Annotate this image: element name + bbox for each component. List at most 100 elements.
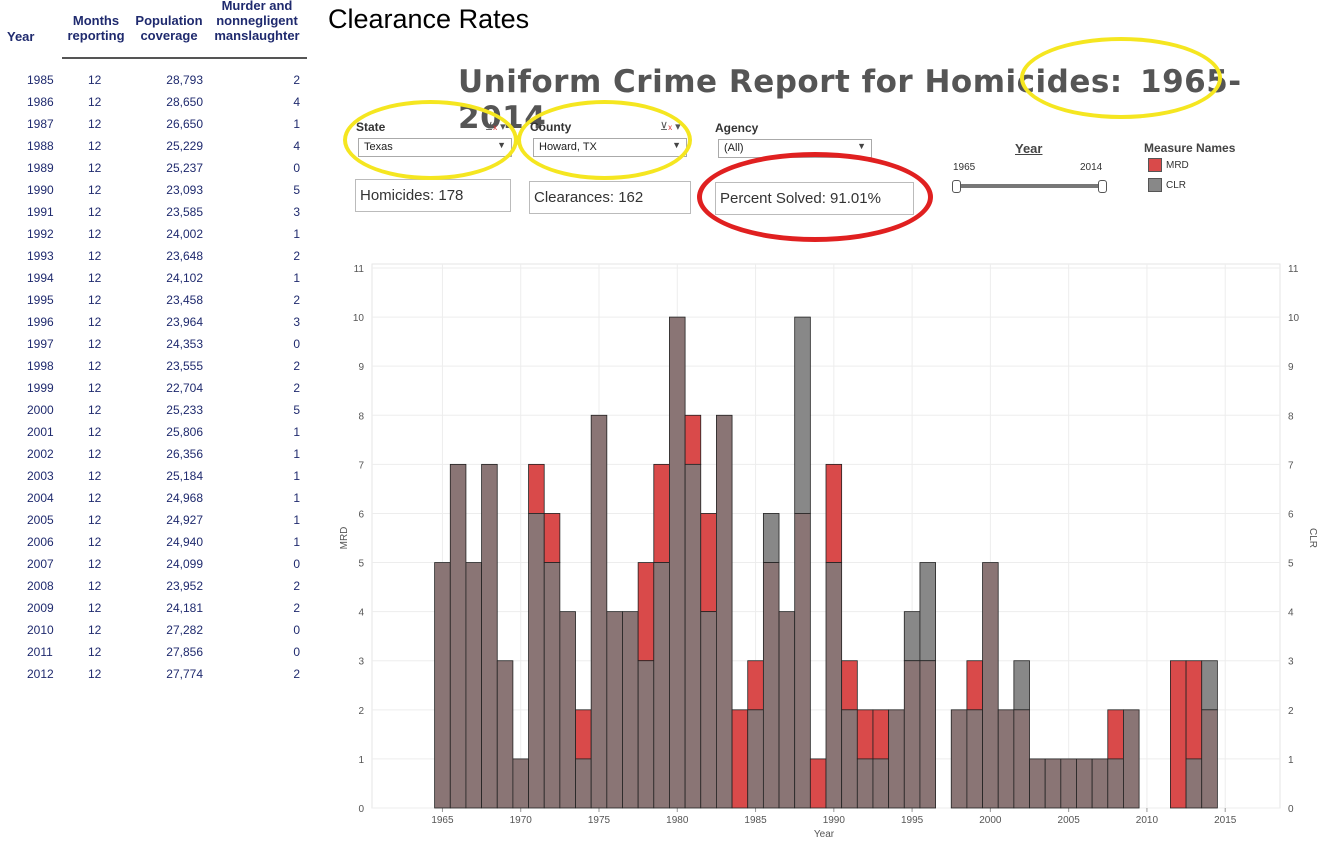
table-row: 2000 12 25,233 5 [0,399,310,421]
cell-murder: 1 [293,469,300,483]
cell-population: 26,356 [166,447,203,461]
cell-murder: 2 [293,579,300,593]
cell-murder: 2 [293,73,300,87]
header-murder-line3: manslaughter [214,28,300,43]
y-tick-label-right: 7 [1288,460,1294,471]
header-murder-line2: nonnegligent [216,13,298,28]
y-tick-label-left: 8 [358,411,364,422]
cell-months: 12 [88,667,102,681]
table-row: 2006 12 24,940 1 [0,531,310,553]
cell-months: 12 [88,249,102,263]
cell-year: 1999 [27,381,54,395]
y-tick-label-right: 5 [1288,559,1294,570]
cell-population: 28,793 [166,73,203,87]
cell-year: 2011 [27,645,53,659]
x-tick-label: 2000 [979,815,1002,826]
cell-murder: 5 [293,183,300,197]
year-slider-track[interactable] [956,184,1104,188]
y-tick-label-left: 2 [358,706,364,717]
cell-months: 12 [88,117,102,131]
cell-year: 1990 [27,183,54,197]
bar-overlap [1076,758,1093,809]
cell-population: 27,282 [166,623,203,637]
bar-overlap [449,463,467,809]
y-tick-label-right: 1 [1288,755,1294,766]
table-row: 2010 12 27,282 0 [0,619,310,641]
year-slider-handle-max[interactable] [1098,180,1107,193]
cell-population: 25,229 [166,139,203,153]
y-tick-label-right: 0 [1288,804,1294,815]
bar-overlap [559,611,576,809]
bar-mrd-excess [856,709,874,760]
bar-overlap [1060,758,1077,809]
header-population: Population coverage [132,13,206,43]
bar-clr-excess [762,513,780,563]
bar-mrd-excess [966,660,983,711]
cell-months: 12 [88,315,102,329]
table-row: 1985 12 28,793 2 [0,69,310,91]
bar-overlap [997,709,1015,809]
table-row: 1993 12 23,648 2 [0,245,310,267]
bar-overlap [575,758,592,809]
cell-population: 25,233 [166,403,203,417]
table-row: 2005 12 24,927 1 [0,509,310,531]
table-row: 1996 12 23,964 3 [0,311,310,333]
cell-murder: 2 [293,667,300,681]
cell-months: 12 [88,205,102,219]
county-highlight-ellipse [517,100,692,180]
cell-year: 2004 [27,491,54,505]
bar-overlap [1013,709,1030,809]
table-row: 2001 12 25,806 1 [0,421,310,443]
bar-overlap [512,758,529,809]
table-row: 2009 12 24,181 2 [0,597,310,619]
cell-murder: 3 [293,205,300,219]
y-tick-label-right: 10 [1288,313,1300,324]
cell-year: 1988 [27,139,54,153]
header-population-line2: coverage [140,28,198,43]
legend-swatch-mrd[interactable] [1148,158,1162,172]
y-tick-label-left: 10 [353,313,365,324]
y-tick-label-right: 2 [1288,706,1294,717]
y-tick-label-left: 7 [358,460,364,471]
bar-overlap [903,660,921,809]
cell-year: 2000 [27,403,54,417]
cell-population: 26,650 [166,117,203,131]
table-row: 2007 12 24,099 0 [0,553,310,575]
cell-months: 12 [88,95,102,109]
cell-population: 23,964 [166,315,203,329]
cell-population: 24,099 [166,557,203,571]
cell-murder: 5 [293,403,300,417]
cell-murder: 4 [293,95,300,109]
bar-overlap [950,709,968,809]
y-tick-label-left: 4 [358,608,364,619]
year-slider-max: 2014 [1080,162,1103,173]
cell-year: 1991 [27,205,54,219]
cell-months: 12 [88,337,102,351]
x-tick-label: 2005 [1058,815,1081,826]
bar-overlap [747,709,764,809]
cell-year: 1994 [27,271,54,285]
legend-label-clr: CLR [1166,180,1187,191]
cell-murder: 1 [293,271,300,285]
table-row: 1987 12 26,650 1 [0,113,310,135]
cell-year: 2003 [27,469,54,483]
y-tick-label-right: 6 [1288,509,1294,520]
subtitle-main: Uniform Crime Report for Homicides: [458,64,1123,100]
cell-months: 12 [88,491,102,505]
cell-population: 24,353 [166,337,203,351]
cell-year: 1997 [27,337,54,351]
cell-months: 12 [88,381,102,395]
y-axis-title-right: CLR [1307,528,1318,548]
bar-mrd-excess [872,709,890,760]
cell-murder: 0 [293,623,300,637]
table-row: 2008 12 23,952 2 [0,575,310,597]
x-tick-label: 1970 [510,815,533,826]
y-axis-title-left: MRD [339,527,350,550]
bar-mrd-excess [543,513,561,563]
y-tick-label-left: 9 [358,362,364,373]
year-slider-handle-min[interactable] [952,180,961,193]
legend-swatch-clr[interactable] [1148,178,1162,192]
legend-label-mrd: MRD [1166,160,1189,171]
cell-year: 2008 [27,579,54,593]
bar-mrd-excess [653,463,670,563]
